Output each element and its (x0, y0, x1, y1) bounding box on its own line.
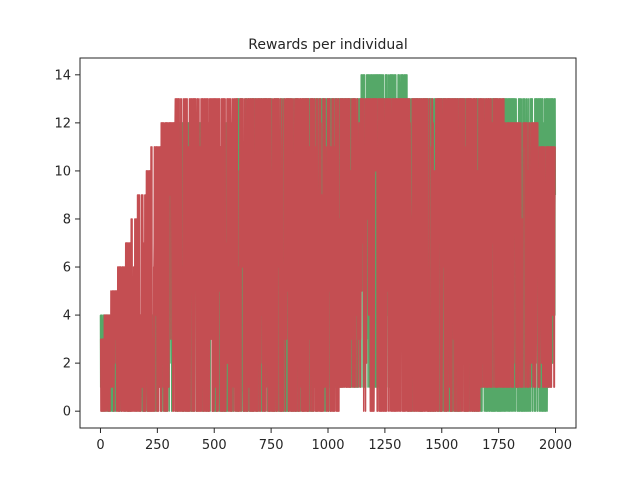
series-layer (99, 74, 557, 412)
chart-title: Rewards per individual (248, 37, 408, 53)
x-tick-label: 1000 (311, 438, 344, 453)
x-axis: 0 250 500 750 1000 1250 1500 1750 2000 (96, 428, 572, 453)
y-tick-label: 10 (54, 164, 71, 179)
x-tick-label: 1500 (425, 438, 458, 453)
x-tick-label: 2000 (539, 438, 572, 453)
x-tick-label: 0 (96, 438, 104, 453)
y-tick-label: 6 (63, 261, 71, 276)
x-tick-label: 1250 (368, 438, 401, 453)
x-tick-label: 250 (145, 438, 170, 453)
y-tick-label: 0 (63, 405, 71, 420)
x-tick-label: 500 (202, 438, 227, 453)
x-tick-label: 750 (259, 438, 284, 453)
series-line-2 (99, 98, 556, 412)
y-tick-label: 2 (63, 357, 71, 372)
x-tick-label: 1750 (482, 438, 515, 453)
y-tick-label: 14 (54, 68, 71, 83)
y-tick-label: 8 (63, 212, 71, 227)
y-tick-label: 12 (54, 116, 71, 131)
y-tick-label: 4 (63, 309, 71, 324)
y-axis: 0 2 4 6 8 10 12 14 (54, 68, 80, 420)
